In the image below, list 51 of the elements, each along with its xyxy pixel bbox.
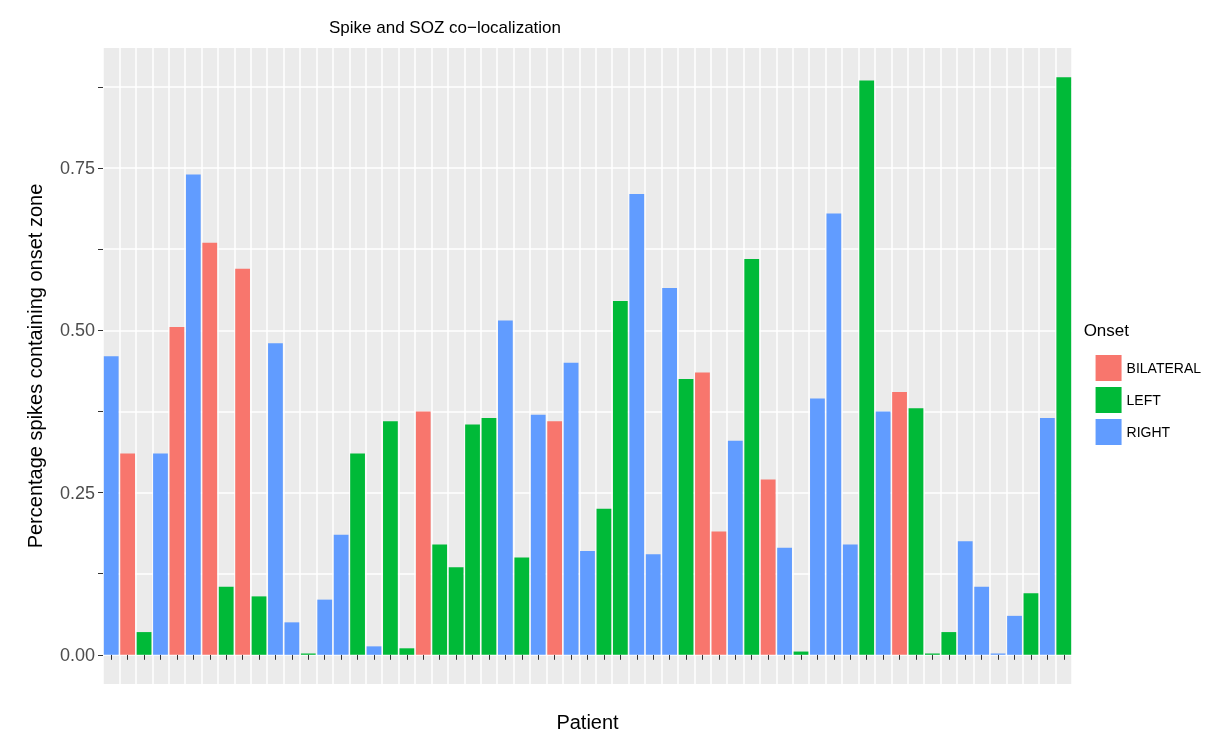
bar [1023,593,1039,655]
bar [366,646,382,655]
bar [580,550,595,655]
y-tick-label: 0.00 [59,644,95,665]
bar [169,327,185,655]
bar [530,414,546,655]
bar [892,391,907,655]
bar [120,453,136,655]
legend-label: BILATERAL [1126,360,1202,376]
bar [235,268,250,655]
bar [629,194,645,655]
bar [350,453,365,655]
bar [547,421,563,655]
bar [136,632,152,655]
bar [612,301,628,655]
bar [432,544,448,655]
bar [875,411,891,655]
y-tick-label: 0.50 [59,320,95,341]
y-tick-label: 0.25 [59,482,95,503]
bar [317,599,333,655]
bar [760,479,776,655]
bar [744,258,760,655]
legend-label: RIGHT [1126,424,1171,440]
bar [153,453,168,655]
y-axis-title: Percentage spikes containing onset zone [24,183,46,549]
x-axis-title: Patient [556,711,620,733]
bar [103,356,119,655]
bar [859,80,875,655]
bar [777,547,792,655]
bar [185,174,201,655]
bar [1007,615,1022,655]
bar [1039,417,1055,655]
bar [678,378,694,655]
bar [1056,77,1072,655]
bar [481,417,497,655]
y-tick-label: 0.75 [59,158,95,179]
bar [251,596,267,655]
bar [333,534,349,655]
bar [497,320,513,655]
bar [202,242,218,655]
chart-title: Spike and SOZ co−localization [329,18,561,37]
bar [563,362,579,655]
bar [415,411,431,655]
legend-title: Onset [1083,321,1130,340]
bar [727,440,743,655]
bar [218,586,234,655]
bar [842,544,858,655]
bar [514,557,530,655]
legend-label: LEFT [1126,392,1162,408]
bar [908,408,924,655]
bar [596,508,612,655]
